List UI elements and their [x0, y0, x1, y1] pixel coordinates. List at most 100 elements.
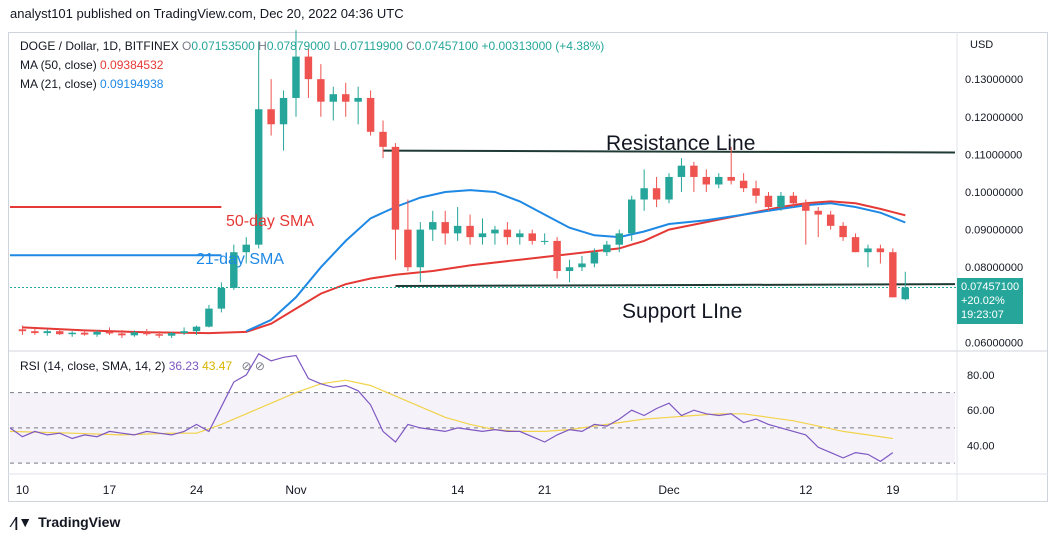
candle — [453, 207, 462, 241]
candle-body — [317, 79, 325, 102]
candle — [416, 222, 425, 283]
candle — [155, 331, 163, 338]
chart-frame — [8, 32, 1048, 502]
candle — [317, 64, 325, 117]
ma21-value: 0.09194938 — [100, 77, 164, 91]
candle — [93, 330, 101, 337]
candle-body — [889, 252, 897, 298]
candle — [354, 86, 362, 125]
candle-body — [901, 287, 909, 300]
resistance-line — [383, 149, 956, 154]
candle — [615, 229, 624, 253]
candle-body — [839, 225, 847, 238]
candle — [640, 169, 648, 211]
candle-body — [826, 214, 835, 226]
candle-body — [329, 94, 338, 102]
candle-body — [789, 195, 798, 204]
main-legend-row: DOGE / Dollar, 1D, BITFINEX O0.07153500 … — [20, 39, 604, 53]
candle — [205, 304, 213, 328]
rsi-legend[interactable]: RSI (14, close, SMA, 14, 2) 36.23 43.47 … — [20, 359, 265, 373]
candle-body — [814, 210, 822, 215]
candle-body — [31, 331, 39, 334]
ma21-line — [245, 189, 906, 333]
last-price-tag: 0.07457100 +20.02% 19:23:07 — [957, 278, 1023, 324]
support-line — [395, 283, 956, 288]
candle-body — [603, 244, 611, 253]
rsi-line — [9, 352, 894, 463]
candle-body — [727, 176, 735, 181]
candle — [826, 210, 835, 230]
candle — [851, 233, 860, 253]
brand-name: TradingView — [38, 514, 121, 530]
candle-body — [690, 165, 698, 177]
publish-line: analyst101 published on TradingView.com,… — [10, 6, 404, 21]
candle — [230, 244, 238, 290]
grid-layer — [8, 32, 1048, 502]
candle — [690, 161, 698, 192]
candle — [889, 248, 897, 298]
price-tick-label: 0.08000000 — [965, 262, 1023, 274]
footer-brand[interactable]: ⁄|▼ TradingView — [12, 514, 120, 530]
candle — [242, 237, 250, 264]
candle-body — [627, 199, 636, 234]
candle — [516, 229, 524, 245]
price-tick-label: 0.10000000 — [965, 187, 1023, 199]
candle-body — [366, 97, 375, 132]
candle-body — [118, 333, 126, 336]
candle — [578, 255, 586, 271]
rsi-tick-label: 80.00 — [967, 370, 995, 382]
candle — [590, 248, 599, 268]
candle — [528, 229, 536, 245]
rsi-tick-label: 40.00 — [967, 441, 995, 453]
symbol-label[interactable]: DOGE / Dollar, 1D, BITFINEX — [20, 39, 179, 53]
candle-body — [665, 176, 673, 200]
candle-body — [56, 331, 64, 335]
last-price: 0.07457100 — [961, 281, 1020, 293]
price-tick-label: 0.06000000 — [965, 337, 1023, 349]
candle-body — [851, 237, 860, 253]
candle-body — [43, 331, 52, 334]
visibility-icons[interactable]: ⊘ ⊘ — [241, 359, 265, 373]
candle-body — [279, 97, 288, 125]
candle-body — [553, 240, 561, 271]
candle — [876, 244, 885, 264]
candle — [777, 192, 785, 211]
price-tick-label: 0.11000000 — [965, 149, 1022, 161]
candle — [43, 329, 52, 336]
candle — [764, 192, 773, 211]
candle-body — [105, 331, 114, 334]
ma21-legend[interactable]: MA (21, close) 0.09194938 — [20, 77, 163, 91]
candle — [652, 176, 661, 208]
candle-body — [503, 229, 512, 238]
candle-body — [864, 248, 872, 253]
candle-body — [429, 222, 437, 230]
candle-body — [242, 244, 250, 253]
candle-body — [167, 333, 176, 336]
candle-body — [80, 332, 89, 335]
price-tick-label: 0.09000000 — [965, 225, 1023, 237]
candle — [727, 146, 735, 185]
candle — [715, 173, 723, 189]
candle-body — [404, 229, 412, 268]
candle-body — [354, 97, 362, 102]
candle-body — [304, 56, 313, 80]
candle-body — [590, 252, 599, 264]
rsi-layer — [9, 352, 894, 463]
time-tick-label: 10 — [16, 483, 30, 497]
rsi-label: RSI (14, close, SMA, 14, 2) — [20, 359, 166, 373]
candle — [217, 282, 226, 313]
candle-body — [341, 94, 350, 102]
close-label: C — [406, 39, 415, 53]
candle-layer — [18, 30, 909, 338]
candle — [752, 180, 760, 204]
rsi-value: 36.23 — [168, 359, 199, 373]
time-tick-label: 19 — [886, 483, 900, 497]
line-layer — [10, 149, 957, 335]
candle-body — [478, 233, 487, 238]
ma50-legend[interactable]: MA (50, close) 0.09384532 — [20, 58, 163, 72]
candle-body — [230, 252, 238, 288]
candle — [665, 173, 673, 204]
sma50-label: 50-day SMA — [226, 213, 315, 230]
candle — [31, 328, 39, 335]
